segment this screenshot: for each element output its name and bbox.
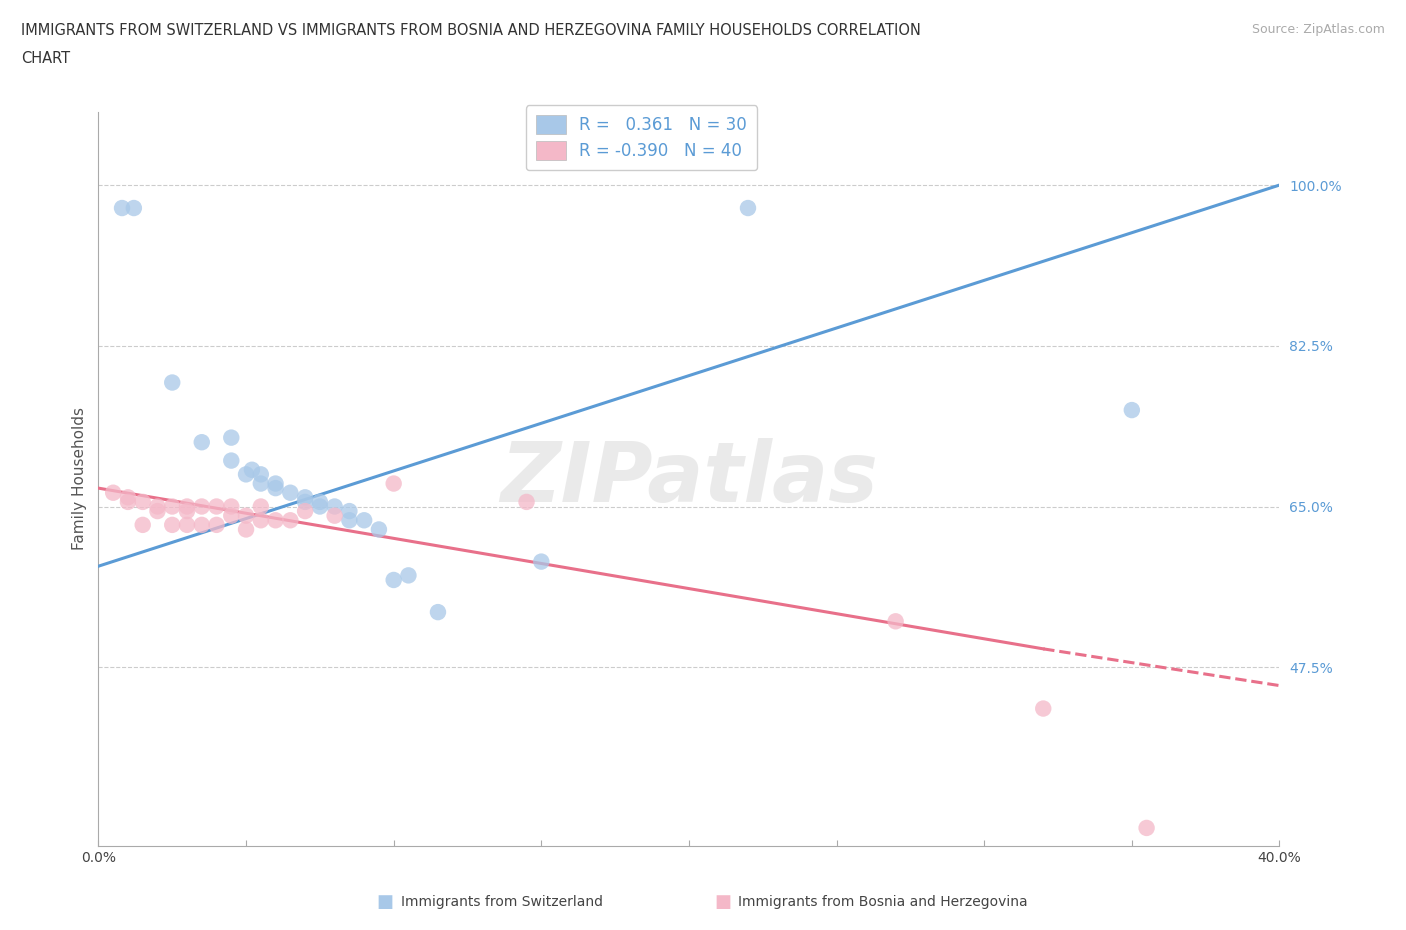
Point — [103, 485, 125, 500]
Point — [264, 476, 287, 491]
Point — [117, 495, 139, 510]
Point — [205, 517, 228, 532]
Point — [162, 499, 183, 514]
Point — [162, 517, 183, 532]
Point — [146, 504, 169, 519]
Point — [398, 568, 420, 583]
Point — [294, 504, 316, 519]
Point — [382, 476, 405, 491]
Point — [235, 509, 257, 524]
Point — [884, 614, 907, 629]
Point — [191, 517, 214, 532]
Text: ZIPatlas: ZIPatlas — [501, 438, 877, 520]
Point — [162, 375, 183, 390]
Point — [176, 499, 198, 514]
Point — [382, 573, 405, 588]
Point — [235, 467, 257, 482]
Point — [323, 509, 346, 524]
Point — [176, 504, 198, 519]
Point — [176, 517, 198, 532]
Point — [250, 467, 273, 482]
Point — [111, 201, 134, 216]
Point — [1032, 701, 1054, 716]
Point — [240, 462, 263, 477]
Point — [191, 435, 214, 450]
Point — [264, 481, 287, 496]
Y-axis label: Family Households: Family Households — [72, 407, 87, 551]
Point — [1136, 820, 1159, 835]
Point — [117, 490, 139, 505]
Point — [309, 495, 332, 510]
Text: Immigrants from Switzerland: Immigrants from Switzerland — [401, 895, 603, 910]
Point — [427, 604, 450, 619]
Point — [235, 522, 257, 537]
Point — [221, 431, 243, 445]
Point — [221, 509, 243, 524]
Point — [205, 499, 228, 514]
Point — [191, 499, 214, 514]
Text: IMMIGRANTS FROM SWITZERLAND VS IMMIGRANTS FROM BOSNIA AND HERZEGOVINA FAMILY HOU: IMMIGRANTS FROM SWITZERLAND VS IMMIGRANT… — [21, 23, 921, 38]
Point — [530, 554, 553, 569]
Text: Source: ZipAtlas.com: Source: ZipAtlas.com — [1251, 23, 1385, 36]
Point — [1121, 403, 1143, 418]
Point — [309, 499, 332, 514]
Text: CHART: CHART — [21, 51, 70, 66]
Point — [250, 512, 273, 527]
Point — [264, 512, 287, 527]
Point — [250, 476, 273, 491]
Point — [132, 495, 155, 510]
Point — [353, 512, 375, 527]
Point — [122, 201, 145, 216]
Text: Immigrants from Bosnia and Herzegovina: Immigrants from Bosnia and Herzegovina — [738, 895, 1028, 910]
Text: ■: ■ — [714, 893, 731, 911]
Point — [323, 499, 346, 514]
Point — [368, 522, 391, 537]
Point — [737, 201, 759, 216]
Point — [516, 495, 538, 510]
Point — [221, 499, 243, 514]
Legend: R =   0.361   N = 30, R = -0.390   N = 40: R = 0.361 N = 30, R = -0.390 N = 40 — [526, 105, 758, 170]
Point — [280, 485, 302, 500]
Point — [280, 512, 302, 527]
Point — [294, 495, 316, 510]
Point — [294, 490, 316, 505]
Point — [146, 499, 169, 514]
Point — [221, 453, 243, 468]
Point — [132, 517, 155, 532]
Point — [339, 504, 361, 519]
Point — [250, 499, 273, 514]
Text: ■: ■ — [377, 893, 394, 911]
Point — [339, 512, 361, 527]
